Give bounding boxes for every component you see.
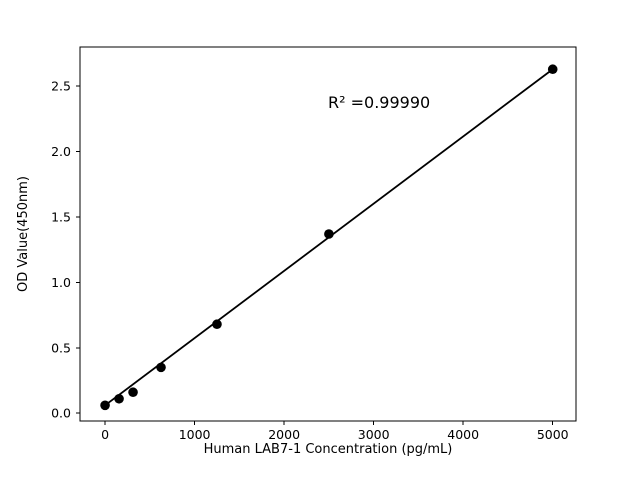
y-tick-label: 2.5	[51, 79, 71, 94]
y-axis-label: OD Value(450nm)	[16, 176, 31, 292]
y-tick-label: 2.0	[51, 144, 71, 159]
y-tick-label: 0.5	[51, 340, 71, 355]
data-point	[547, 64, 558, 75]
x-tick-label: 3000	[358, 427, 390, 442]
plot-frame	[79, 46, 577, 422]
data-point	[212, 319, 222, 330]
data-point	[156, 362, 166, 373]
y-tick-label: 0.0	[51, 406, 71, 421]
data-point	[324, 229, 334, 239]
data-point	[100, 400, 110, 411]
data-point	[114, 393, 124, 404]
y-tick-label: 1.0	[51, 275, 71, 290]
x-tick-label: 5000	[537, 427, 569, 442]
y-tick-label: 1.5	[51, 210, 71, 225]
plot-area: 0 1000 2000 3000 4000 5000 0.0 0.5 1.0 1.5 2.0 2.5	[51, 46, 577, 442]
r-squared-annotation: R² =0.99990	[328, 93, 430, 112]
x-tick-label: 4000	[447, 427, 479, 442]
x-axis-label: Human LAB7-1 Concentration (pg/mL)	[204, 442, 453, 457]
x-tick-label: 0	[101, 427, 109, 442]
x-tick-label: 1000	[179, 427, 211, 442]
data-point	[128, 387, 138, 398]
x-tick-label: 2000	[268, 427, 300, 442]
